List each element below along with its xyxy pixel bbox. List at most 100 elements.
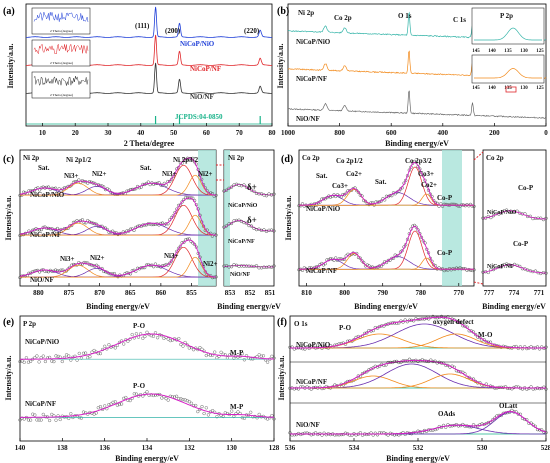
data-point — [117, 402, 122, 407]
panel-b-letter: (b) — [277, 6, 289, 17]
fit-envelope — [290, 359, 546, 389]
panel-d-label-co3-2: Co3+ — [418, 170, 434, 178]
data-point — [264, 194, 269, 198]
data-point — [86, 412, 90, 416]
panel-c-label-ni2-3: Ni2+ — [90, 254, 105, 262]
data-point — [270, 413, 274, 418]
data-point — [390, 256, 394, 261]
data-point — [126, 339, 130, 343]
fit-envelope — [20, 333, 275, 360]
data-point — [18, 418, 22, 422]
data-point — [143, 334, 147, 339]
data-point — [388, 431, 392, 435]
panel-d-xlabel: Binding energy/eV — [354, 302, 418, 311]
data-point — [539, 216, 543, 220]
panel-d: (d) Co 2p Sat. Co 2p1/2 Co2+ Co3+ Sat. C… — [281, 149, 548, 311]
data-point — [102, 226, 106, 230]
inset-curve — [33, 11, 89, 23]
data-point — [267, 228, 271, 232]
x-tick-label: 134 — [142, 444, 153, 452]
panel-d-label-sat-2: Sat. — [375, 178, 387, 186]
fit-peak — [20, 214, 216, 236]
panel-c-xlabel: Binding energy/eV — [86, 302, 150, 311]
data-point — [33, 413, 37, 417]
data-point — [166, 337, 170, 341]
data-point — [153, 393, 158, 397]
panel-b-inset-ticks: 145 145 140 140 135 135 130 130 125 125 — [472, 49, 544, 91]
data-point — [456, 267, 460, 271]
series-label-c-nio-nf: NiO/NF — [30, 276, 54, 284]
x-tick-label: 40 — [137, 129, 145, 137]
fit-envelope — [299, 225, 474, 270]
panel-c-zoom-label-2: NiCoP/NF — [228, 239, 255, 245]
x-tick-label: 810 — [301, 289, 312, 297]
panel-a-inset-curves — [33, 11, 89, 86]
data-point — [18, 359, 22, 364]
data-point — [145, 330, 149, 334]
panel-c-label-ni3-3: Ni3+ — [60, 255, 75, 263]
data-point — [375, 433, 380, 437]
panel-b-frame — [287, 3, 547, 127]
data-point — [180, 200, 184, 204]
data-point — [230, 409, 234, 413]
panel-c-zoom-highlight — [224, 150, 230, 286]
zoom-curve — [482, 264, 547, 274]
data-point — [229, 265, 234, 269]
data-point — [541, 217, 546, 222]
panel-d-zoom-label-1: NiCoP/NiO — [487, 210, 517, 216]
data-point — [229, 185, 234, 189]
data-point — [83, 351, 88, 355]
data-point — [377, 200, 382, 204]
data-point — [103, 344, 107, 348]
data-point — [491, 418, 495, 422]
x-tick-label: 865 — [125, 289, 136, 297]
data-point — [461, 266, 466, 271]
data-point — [242, 358, 247, 362]
data-point — [50, 359, 54, 363]
data-point — [261, 354, 266, 358]
data-point — [265, 360, 270, 364]
panel-b-inset-title: P 2p — [500, 12, 513, 20]
panel-f-label-mo: M-O — [478, 331, 493, 339]
data-point — [337, 433, 341, 437]
x-tick-label: 132 — [184, 444, 195, 452]
series-label-nio-nf: NiO/NF — [190, 93, 214, 101]
data-point — [219, 350, 223, 354]
data-point — [224, 188, 229, 192]
data-point — [470, 204, 474, 208]
data-point — [164, 396, 168, 401]
panel-e-label-mp-1: M-P — [230, 349, 244, 357]
panel-c-label-ni2-4: Ni2+ — [203, 260, 218, 268]
panel-c-label-ni2p12: Ni 2p1/2 — [66, 156, 92, 164]
panel-d-zoom-title: Co 2p — [486, 154, 504, 162]
data-point — [269, 265, 274, 269]
series-label-f-nicop-nf: NiCoP/NF — [296, 378, 327, 386]
data-point — [122, 342, 126, 346]
data-point — [204, 406, 208, 410]
data-point — [122, 396, 126, 401]
data-point — [486, 420, 491, 425]
data-point — [78, 262, 83, 266]
data-point — [411, 161, 415, 165]
data-point — [460, 203, 464, 207]
panel-e: (e) P 2p P-O M-P P-O M-P NiCoP/NiO NiCoP… — [3, 315, 280, 463]
panel-b-xlabel: Binding energy/eV — [385, 139, 449, 148]
fit-envelope — [290, 316, 546, 349]
data-point — [328, 432, 333, 437]
data-point — [84, 261, 88, 265]
panel-c-zoom-curves — [222, 182, 276, 270]
data-point — [242, 416, 247, 420]
data-point — [453, 202, 457, 207]
data-point — [262, 265, 266, 269]
panel-c-zoom-delta-2: δ+ — [247, 215, 257, 225]
data-point — [189, 401, 194, 405]
data-point — [206, 413, 211, 417]
panel-f-label-po: P-O — [339, 324, 352, 332]
data-point — [41, 185, 45, 189]
data-point — [272, 229, 276, 233]
panel-d-label-co3: Co3+ — [332, 182, 348, 190]
fit-peak — [20, 174, 216, 196]
data-point — [187, 400, 191, 404]
panel-f-frame — [289, 315, 547, 442]
data-point — [227, 265, 231, 269]
